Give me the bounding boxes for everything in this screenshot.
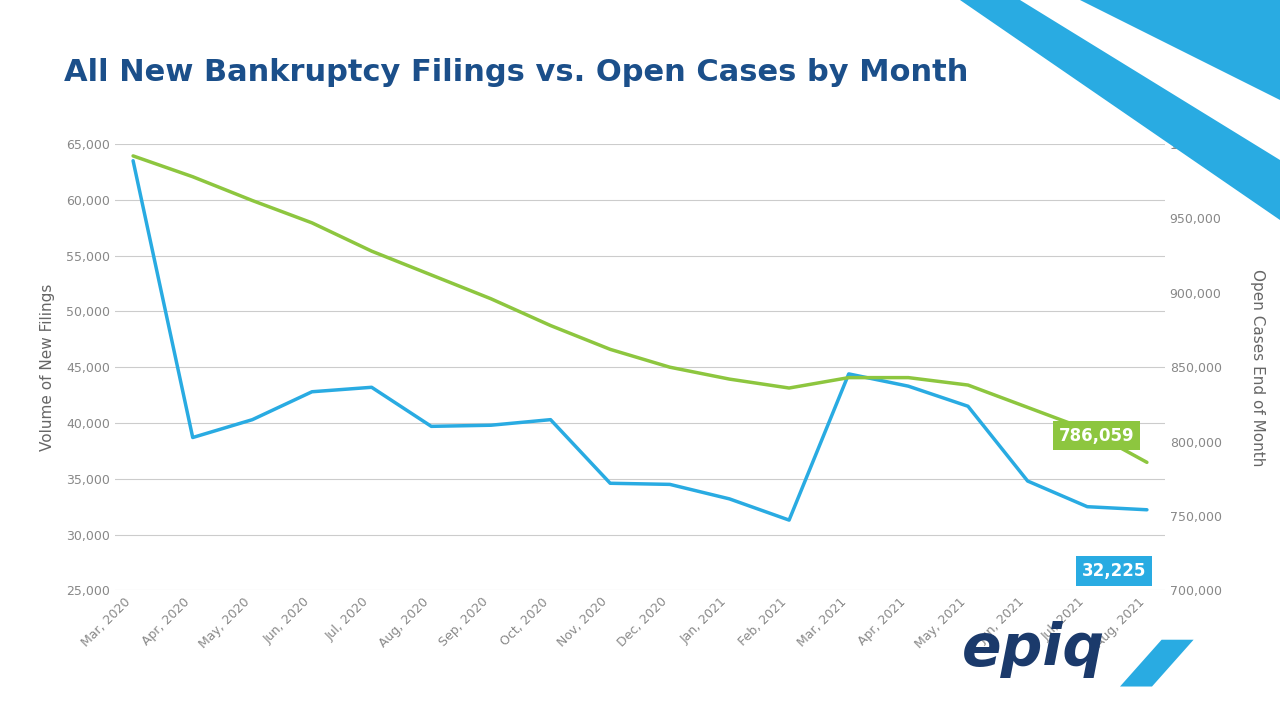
Polygon shape [1120,639,1193,687]
Text: epiq: epiq [963,621,1105,678]
Polygon shape [1020,0,1280,160]
Text: 786,059: 786,059 [1059,426,1134,444]
Y-axis label: Open Cases End of Month: Open Cases End of Month [1251,269,1265,466]
Y-axis label: Volume of New Filings: Volume of New Filings [40,284,55,451]
Text: All New Bankruptcy Filings vs. Open Cases by Month: All New Bankruptcy Filings vs. Open Case… [64,58,969,86]
Text: 32,225: 32,225 [1082,562,1147,580]
Polygon shape [960,0,1280,220]
Polygon shape [1080,0,1280,100]
